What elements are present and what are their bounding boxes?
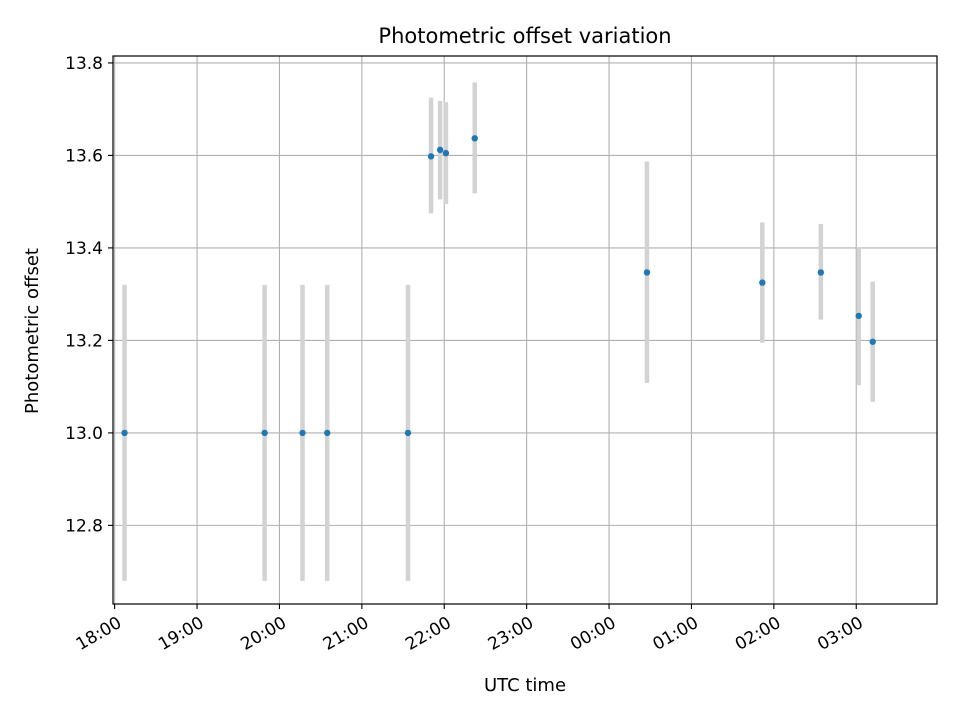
data-point: [299, 429, 306, 437]
data-point: [869, 338, 876, 345]
data-point: [427, 153, 435, 160]
data-point: [817, 269, 825, 276]
data-point: [261, 429, 268, 437]
y-tick-label: 13.4: [65, 239, 103, 259]
grid: [113, 56, 937, 604]
y-tick-label: 13.8: [65, 54, 103, 74]
data-point: [121, 429, 128, 437]
y-tick-label: 13.0: [65, 424, 103, 444]
chart-title: Photometric offset variation: [378, 24, 671, 48]
y-tick-label: 12.8: [65, 516, 103, 536]
data-point: [855, 312, 862, 320]
data-point: [436, 146, 444, 154]
y-tick-label: 13.2: [65, 331, 103, 351]
y-axis-title: Photometric offset: [22, 248, 43, 414]
data-points: [121, 135, 876, 437]
y-axis-ticks: 12.8 13.0 13.2 13.4 13.6 13.8: [65, 54, 113, 536]
x-axis-title: UTC time: [484, 675, 566, 696]
data-point: [404, 429, 412, 437]
data-point: [643, 269, 651, 276]
plot-area-frame: [112, 55, 938, 605]
y-tick-label: 13.6: [65, 146, 103, 166]
data-point: [471, 135, 478, 142]
data-point: [759, 279, 766, 286]
data-point: [442, 149, 450, 157]
data-point: [324, 429, 331, 437]
